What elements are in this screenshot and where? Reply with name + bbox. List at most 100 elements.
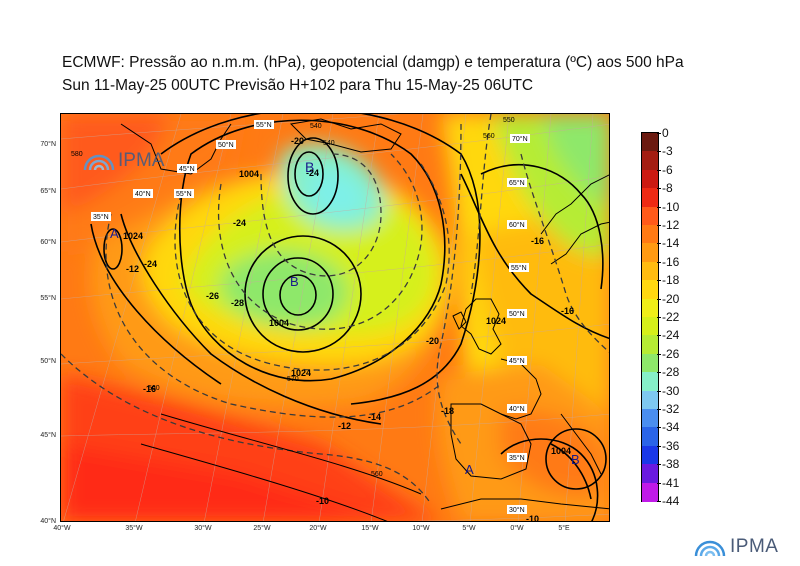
geopotential-label: 560 bbox=[483, 133, 495, 140]
colorbar-tick bbox=[657, 409, 661, 410]
lat-label-60n: 60°N bbox=[40, 239, 56, 246]
ipma-logo-icon bbox=[694, 540, 726, 557]
colorbar-label: -24 bbox=[662, 328, 680, 343]
lon-label-40w: 40°W bbox=[53, 525, 71, 532]
geopotential-label: 560 bbox=[148, 385, 160, 392]
colorbar-tick bbox=[657, 225, 661, 226]
isobar-label: 1024 bbox=[123, 231, 143, 241]
colorbar-tick bbox=[657, 464, 661, 466]
isobars bbox=[90, 114, 609, 521]
isotherm-label: -16 bbox=[143, 384, 156, 394]
colorbar-swatch bbox=[642, 464, 658, 484]
grid-label: 55°N bbox=[176, 190, 192, 198]
grid-label: 35°N bbox=[93, 213, 109, 221]
colorbar-tick bbox=[657, 243, 661, 245]
grid-label: 55°N bbox=[511, 264, 527, 272]
isotherm-label: -24 bbox=[306, 168, 319, 178]
temperature-field bbox=[61, 114, 609, 521]
pressure-center-low: B bbox=[290, 274, 299, 289]
colorbar-label: -41 bbox=[662, 475, 680, 490]
isotherm-label: -12 bbox=[126, 264, 139, 274]
isobar-label: 1004 bbox=[239, 169, 259, 179]
colorbar-swatch bbox=[642, 353, 658, 373]
lat-label-45n: 45°N bbox=[40, 432, 56, 439]
isotherm-label: -14 bbox=[368, 412, 381, 422]
lon-label-20w: 20°W bbox=[309, 525, 327, 532]
lon-label-30w: 30°W bbox=[194, 525, 212, 532]
lon-label-0w: 0°W bbox=[510, 525, 524, 532]
colorbar-tick bbox=[657, 445, 661, 447]
pressure-center-high: A bbox=[465, 462, 474, 477]
colorbar-swatch bbox=[642, 390, 658, 410]
lon-label-5e: 5°E bbox=[558, 525, 570, 532]
colorbar-label: -3 bbox=[662, 144, 673, 159]
colorbar-swatch bbox=[642, 243, 658, 263]
lat-label-55n: 55°N bbox=[40, 295, 56, 302]
grid-label: 70°N bbox=[512, 135, 528, 143]
pressure-center-high: A bbox=[110, 226, 119, 241]
colorbar-tick bbox=[657, 188, 661, 190]
lon-label-25w: 25°W bbox=[253, 525, 271, 532]
colorbar-tick bbox=[657, 298, 661, 300]
colorbar-label: -8 bbox=[662, 181, 673, 196]
isotherm-label: -28 bbox=[231, 298, 244, 308]
isotherm-label: -12 bbox=[338, 421, 351, 431]
grid-label: 55°N bbox=[256, 121, 272, 129]
colorbar-swatch bbox=[642, 445, 658, 465]
colorbar-swatch bbox=[642, 482, 658, 502]
colorbar-label: -10 bbox=[662, 199, 680, 214]
colorbar-label: -32 bbox=[662, 402, 680, 416]
lon-label-5w: 5°W bbox=[462, 525, 476, 532]
geopotential-label: 540 bbox=[310, 123, 322, 130]
isotherm-label: -20 bbox=[291, 136, 304, 146]
lat-label-70n: 70°N bbox=[40, 141, 56, 148]
colorbar-swatch bbox=[642, 188, 658, 208]
colorbar-swatch bbox=[642, 169, 658, 189]
colorbar-tick bbox=[657, 133, 661, 134]
colorbar-swatch bbox=[642, 225, 658, 244]
isotherm-label: -24 bbox=[144, 259, 157, 269]
lon-label-15w: 15°W bbox=[361, 525, 379, 532]
grid-label: 35°N bbox=[509, 454, 525, 462]
colorbar-label: -38 bbox=[662, 457, 680, 472]
ipma-logo-icon bbox=[83, 154, 115, 171]
colorbar-swatch bbox=[642, 206, 658, 226]
colorbar-tick bbox=[657, 501, 661, 502]
grid-label: 40°N bbox=[509, 405, 525, 413]
colorbar-swatch bbox=[642, 151, 658, 171]
colorbar-swatch bbox=[642, 280, 658, 300]
colorbar-label: -18 bbox=[662, 273, 680, 288]
colorbar-tick bbox=[657, 482, 661, 484]
colorbar-label: -30 bbox=[662, 383, 680, 398]
lon-label-10w: 10°W bbox=[412, 525, 430, 532]
grid-label: 45°N bbox=[179, 165, 195, 173]
forecast-map: B B A A A B 1004 1004 1024 1024 1004 102… bbox=[60, 113, 610, 522]
grid-label: 60°N bbox=[509, 221, 525, 229]
colorbar-label: -16 bbox=[662, 254, 680, 269]
colorbar-swatch bbox=[642, 427, 658, 447]
pressure-center-low: B bbox=[571, 452, 580, 467]
isotherm-label: -10 bbox=[316, 496, 329, 506]
pressure-center-low: B bbox=[305, 159, 314, 175]
grid-label: 40°N bbox=[135, 190, 151, 198]
colorbar-label: -36 bbox=[662, 438, 680, 453]
isotherm-label: -20 bbox=[426, 336, 439, 346]
isotherm-label: -18 bbox=[441, 406, 454, 416]
colorbar-label: -20 bbox=[662, 291, 680, 306]
colorbar-tick bbox=[657, 317, 661, 318]
colorbar-label: -34 bbox=[662, 420, 680, 435]
ipma-logo-text: IPMA bbox=[118, 150, 165, 171]
lat-label-65n: 65°N bbox=[40, 188, 56, 195]
colorbar-label: -26 bbox=[662, 346, 680, 361]
colorbar-label: -12 bbox=[662, 218, 680, 232]
geopotential-label: 540 bbox=[323, 140, 335, 147]
colorbar-swatch bbox=[642, 133, 658, 152]
isotherm-label: -26 bbox=[206, 291, 219, 301]
colorbar-tick bbox=[657, 280, 661, 282]
colorbar-swatch bbox=[642, 261, 658, 281]
isotherm-label: -24 bbox=[233, 218, 246, 228]
ipma-logo: IPMA bbox=[693, 536, 778, 558]
colorbar-swatch bbox=[642, 298, 658, 318]
colorbar-label: -44 bbox=[662, 494, 680, 508]
